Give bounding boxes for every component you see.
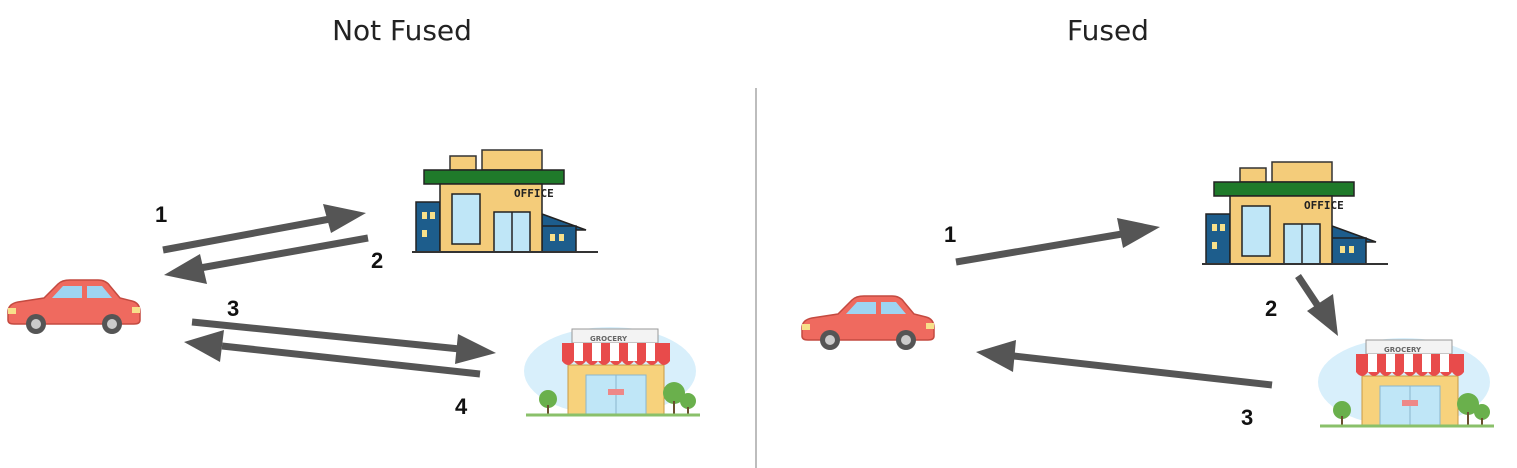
right-step-label-1: 1 <box>944 222 957 247</box>
left-arrow-1 <box>162 204 366 254</box>
left-step-label-2: 2 <box>371 248 384 273</box>
right-car-icon <box>801 295 935 351</box>
left-arrow-4 <box>184 330 481 378</box>
right-arrow-2 <box>1295 274 1338 336</box>
left-step-label-1: 1 <box>155 202 168 227</box>
right-panel-title: Fused <box>1067 14 1149 47</box>
left-step-label-3: 3 <box>227 296 240 321</box>
left-office-building-icon <box>411 149 599 253</box>
right-arrow-1 <box>955 218 1160 266</box>
panel-divider <box>755 88 757 468</box>
left-office-sign: OFFICE <box>514 187 554 200</box>
right-office-sign: OFFICE <box>1304 199 1344 212</box>
right-grocery-sign: GROCERY <box>1384 346 1422 354</box>
right-step-label-3: 3 <box>1241 405 1254 430</box>
right-step-label-2: 2 <box>1265 296 1278 321</box>
left-panel-title: Not Fused <box>332 14 472 47</box>
left-car-icon <box>7 279 141 335</box>
left-arrow-2 <box>164 234 369 284</box>
right-office-building-icon <box>1201 161 1389 265</box>
left-grocery-sign: GROCERY <box>590 335 628 343</box>
left-arrow-3 <box>191 318 496 364</box>
left-step-label-4: 4 <box>455 394 468 419</box>
right-arrow-3 <box>976 340 1273 389</box>
